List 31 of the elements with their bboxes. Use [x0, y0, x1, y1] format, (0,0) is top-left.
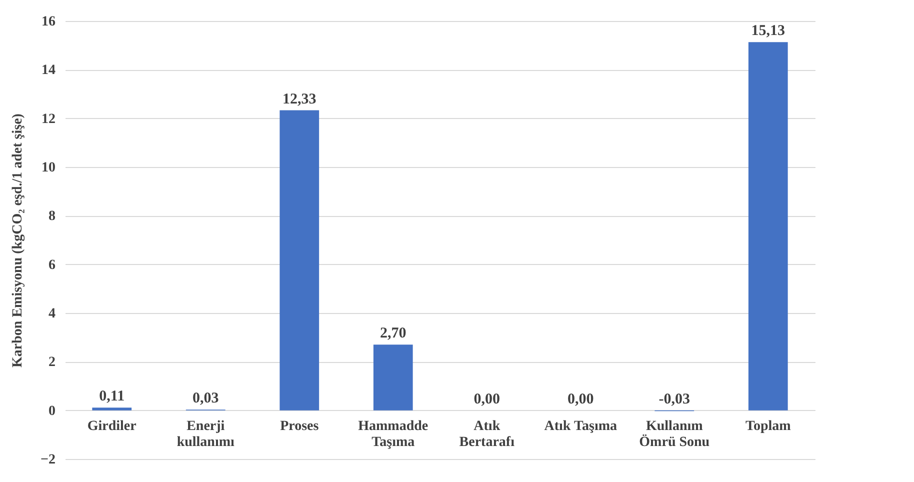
y-tick-label: 14	[42, 63, 56, 78]
data-label: 0,00	[474, 391, 500, 408]
x-tick-label: Atık Bertarafı	[459, 418, 515, 450]
x-tick-label: Toplam	[745, 418, 792, 434]
bar	[92, 408, 132, 410]
x-tick-label: Girdiler	[87, 418, 136, 434]
x-tick-label: Enerji kullanımı	[176, 418, 235, 450]
y-tick-label: 6	[48, 258, 56, 273]
y-tick-label: 10	[42, 160, 56, 176]
y-axis-title: Karbon Emisyonu (kgCO₂ eşd./1 adet şişe)	[10, 113, 26, 368]
x-tick-label: Atık Taşıma	[544, 418, 617, 434]
x-tick-label: Kullanım Ömrü Sonu	[639, 418, 710, 450]
y-tick-label: −2	[40, 452, 56, 468]
data-label: 0,03	[192, 390, 219, 407]
data-label: 15,13	[751, 23, 785, 40]
data-label: 12,33	[282, 91, 316, 108]
bar	[748, 42, 788, 410]
bar	[280, 110, 320, 410]
x-tick-label: Proses	[280, 418, 320, 434]
y-tick-label: 4	[48, 306, 56, 322]
data-label: -0,03	[658, 391, 690, 408]
bar	[373, 344, 413, 410]
y-tick-label: 8	[48, 209, 56, 224]
y-tick-label: 0	[48, 404, 56, 419]
y-tick-label: 2	[48, 355, 56, 370]
y-tick-label: 16	[42, 14, 56, 30]
data-label: 2,70	[380, 326, 406, 342]
data-label: 0,00	[568, 391, 594, 408]
x-tick-label: Hammadde Taşıma	[358, 418, 428, 450]
y-tick-label: 12	[42, 112, 56, 127]
data-label: 0,11	[99, 388, 125, 405]
